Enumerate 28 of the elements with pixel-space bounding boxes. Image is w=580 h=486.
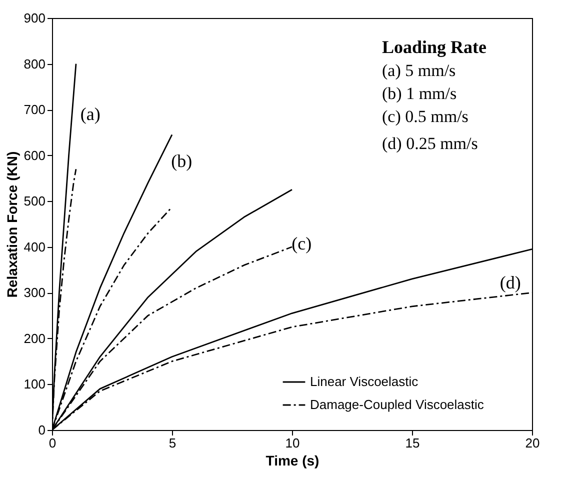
legend-label: Damage-Coupled Viscoelastic [310,397,484,412]
y-tick-label: 600 [24,148,46,163]
annotation: (b) [171,151,192,172]
annotation: (c) 0.5 mm/s [382,107,468,126]
x-axis-title: Time (s) [266,452,320,468]
annotation: (d) 0.25 mm/s [382,134,478,153]
y-axis-title: Relaxation Force (KN) [4,151,20,298]
x-tick-label: 10 [285,436,300,450]
annotation: (c) [292,234,312,254]
y-tick-label: 300 [24,285,46,300]
x-tick-label: 5 [168,436,176,450]
legend-label: Linear Viscoelastic [310,374,419,389]
annotation: (d) [500,272,521,293]
annotation: (b) 1 mm/s [382,84,457,103]
y-tick-label: 200 [24,330,46,346]
x-tick-label: 15 [405,436,420,450]
annotation: Loading Rate [382,37,487,57]
y-tick-label: 400 [24,239,46,254]
y-tick-label: 700 [24,102,46,118]
y-tick-label: 500 [24,194,46,209]
y-tick-label: 900 [24,10,46,26]
annotation: (a) [80,104,100,124]
y-tick-label: 800 [24,56,46,72]
y-tick-label: 0 [38,422,46,438]
y-tick-label: 100 [24,376,46,392]
x-tick-label: 0 [48,436,56,450]
x-tick-label: 20 [525,436,540,450]
annotation: (a) 5 mm/s [382,61,456,80]
